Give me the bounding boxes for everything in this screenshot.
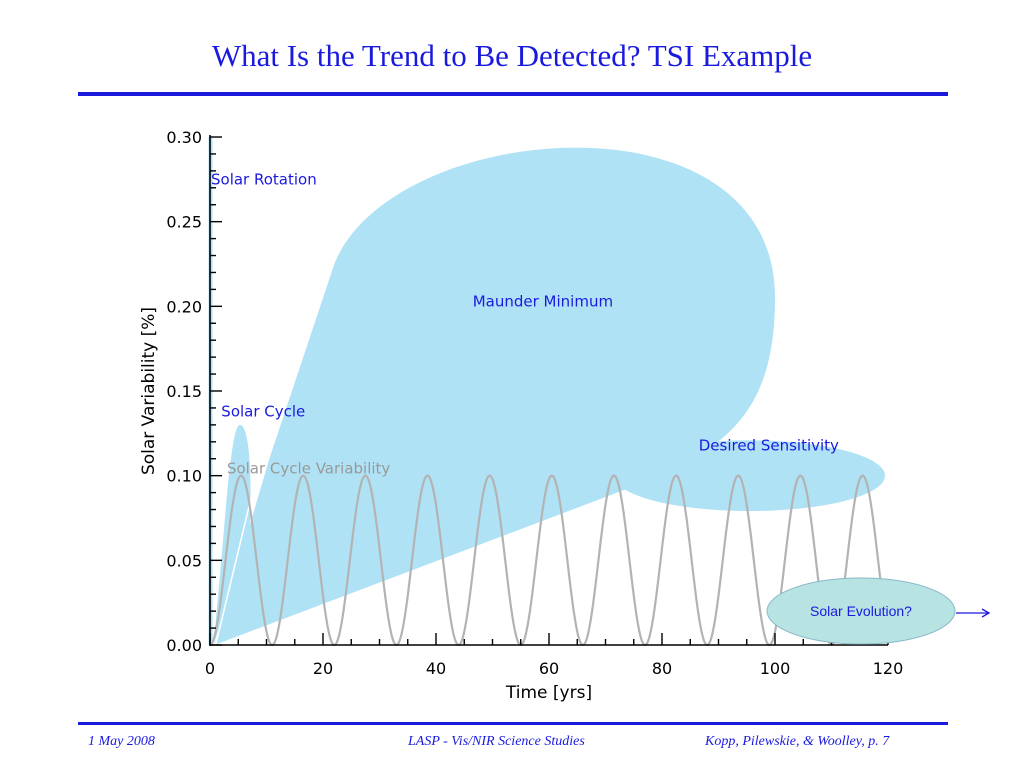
annotation-solar-cycle-variability: Solar Cycle Variability	[227, 460, 390, 478]
footer-center: LASP - Vis/NIR Science Studies	[408, 734, 585, 749]
arrow-head	[981, 608, 991, 618]
footer-date: 1 May 2008	[88, 734, 155, 749]
x-tick-label: 60	[539, 659, 559, 678]
y-tick-label: 0.00	[166, 636, 202, 655]
annotation-solar-evolution: Solar Evolution?	[810, 603, 912, 619]
y-tick-label: 0.25	[166, 213, 202, 232]
annotation-desired-sensitivity: Desired Sensitivity	[699, 436, 839, 454]
x-tick-label: 80	[652, 659, 672, 678]
annotation-solar-cycle: Solar Cycle	[221, 402, 305, 420]
slide-title: What Is the Trend to Be Detected? TSI Ex…	[211, 38, 813, 73]
chart-ticks: 0.00 0.05 0.10 0.15 0.20 0.25 0.30 0 20 40 60 80 100…	[166, 128, 903, 678]
y-tick-label: 0.10	[166, 467, 202, 486]
maunder-minimum-bubble	[214, 147, 775, 645]
y-tick-label: 0.30	[166, 128, 202, 147]
x-tick-label: 0	[205, 659, 215, 678]
annotation-solar-rotation: Solar Rotation	[211, 170, 317, 188]
y-tick-label: 0.15	[166, 382, 202, 401]
footer-author-page: Kopp, Pilewskie, & Woolley, p. 7	[705, 734, 890, 749]
annotation-maunder-minimum: Maunder Minimum	[473, 292, 613, 310]
x-axis-label: Time [yrs]	[505, 683, 592, 703]
footer-divider	[78, 722, 948, 725]
trend-guide-line	[214, 492, 254, 646]
x-tick-label: 40	[426, 659, 446, 678]
x-tick-label: 20	[313, 659, 333, 678]
x-tick-label: 120	[873, 659, 904, 678]
y-axis-label: Solar Variability [%]	[139, 307, 159, 475]
solar-evolution-bubble	[766, 577, 956, 645]
solar-variability-chart: 0.00 0.05 0.10 0.15 0.20 0.25 0.30 0 20 40 60 80 100…	[139, 128, 991, 703]
title-divider	[78, 92, 948, 96]
y-tick-label: 0.20	[166, 297, 202, 316]
y-tick-label: 0.05	[166, 551, 202, 570]
solar-evolution-arrow-icon	[956, 608, 991, 618]
series-line-solar-cycle-variability	[209, 474, 890, 647]
x-tick-label: 100	[760, 659, 791, 678]
